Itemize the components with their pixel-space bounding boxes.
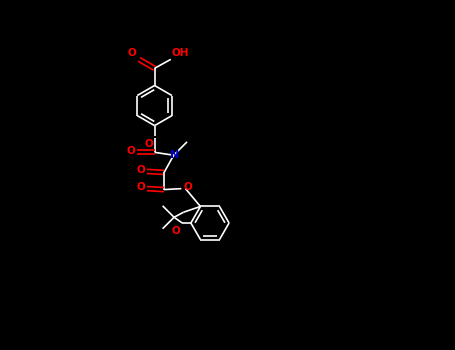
- Text: N: N: [170, 149, 179, 160]
- Text: O: O: [144, 139, 153, 149]
- Text: O: O: [136, 165, 145, 175]
- Text: O: O: [183, 182, 192, 192]
- Text: O: O: [127, 48, 136, 58]
- Text: O: O: [172, 226, 181, 237]
- Text: O: O: [136, 182, 145, 192]
- Text: OH: OH: [172, 48, 189, 58]
- Text: O: O: [127, 146, 136, 156]
